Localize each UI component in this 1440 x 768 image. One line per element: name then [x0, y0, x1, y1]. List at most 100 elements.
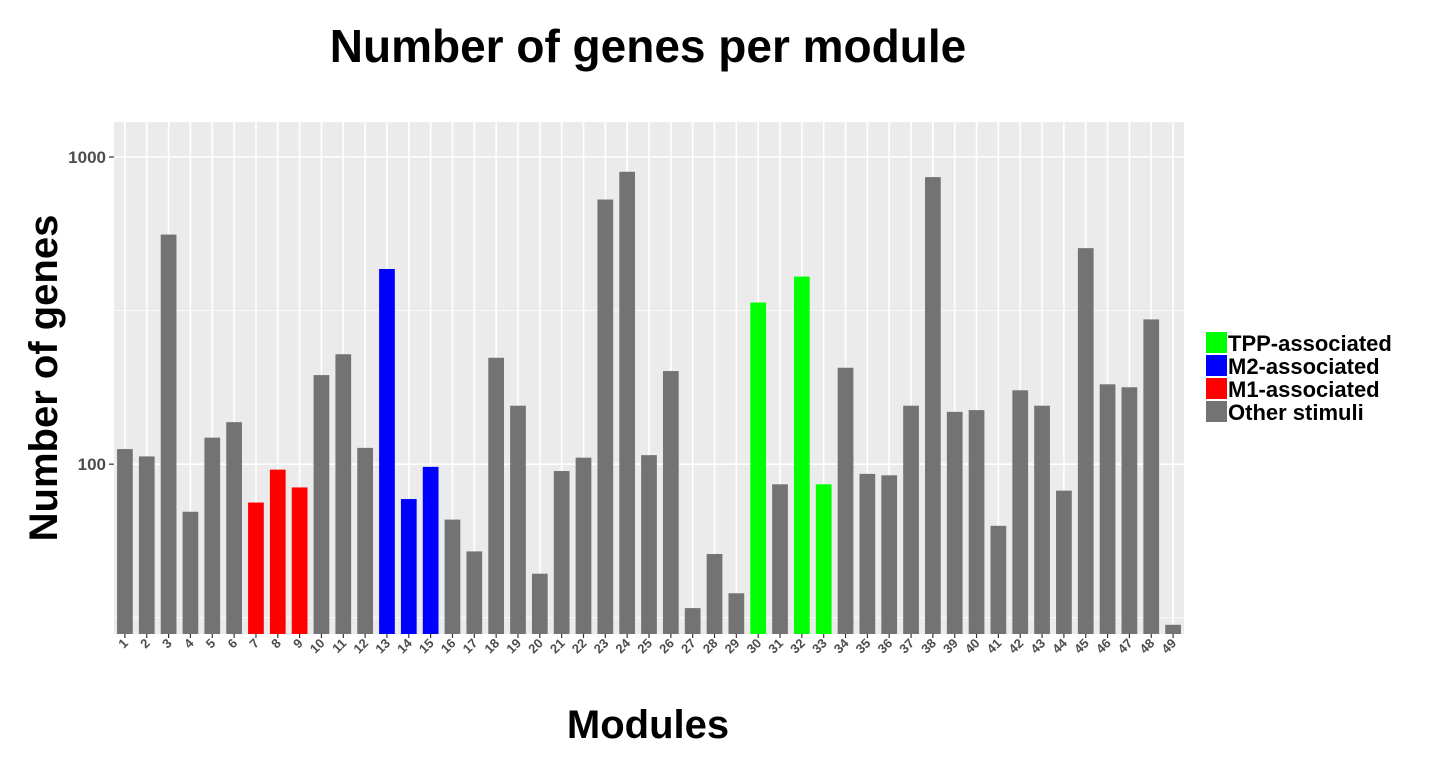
bar-module-26: [662, 371, 679, 634]
bar-module-27: [684, 608, 701, 634]
bar-module-14: [400, 499, 417, 634]
bar-module-1: [117, 449, 133, 634]
bar-module-7: [248, 502, 264, 634]
bar-module-42: [1012, 390, 1029, 634]
x-tick-label: 41: [984, 636, 1005, 657]
y-axis-title: Number of genes: [22, 215, 66, 542]
x-axis: 1 2 3 4 5 6 7 8 9 10 11 12 13 14 15 16 17 18 19 20 21 22 23 24 2…: [115, 634, 1179, 656]
x-tick-label: 10: [307, 636, 328, 657]
x-tick-label: 3: [159, 636, 175, 652]
legend-swatch: [1206, 378, 1227, 399]
bar-module-34: [837, 367, 854, 634]
x-tick-label: 32: [787, 636, 808, 657]
bar-module-5: [204, 437, 221, 634]
bar-module-2: [138, 456, 155, 634]
x-tick-label: 15: [416, 636, 437, 657]
bar-module-29: [728, 593, 745, 634]
bar-module-11: [335, 354, 352, 634]
x-tick-label: 28: [700, 636, 721, 657]
bar-module-23: [597, 199, 614, 635]
bar-module-9: [291, 487, 308, 634]
x-tick-label: 27: [678, 636, 699, 657]
bar-module-36: [881, 475, 898, 634]
bar-module-32: [793, 276, 810, 634]
bar-module-13: [379, 268, 395, 634]
x-tick-label: 35: [853, 636, 874, 657]
legend-swatch: [1206, 401, 1227, 422]
x-tick-label: 14: [394, 635, 415, 656]
x-tick-label: 45: [1071, 636, 1092, 657]
bar-module-15: [422, 466, 439, 634]
x-tick-label: 18: [481, 636, 502, 657]
x-tick-label: 17: [460, 636, 481, 657]
x-tick-label: 40: [962, 636, 983, 657]
chart-title: Number of genes per module: [330, 20, 966, 72]
bar-module-46: [1099, 384, 1116, 634]
bar-module-47: [1121, 387, 1138, 634]
bar-module-43: [1034, 405, 1050, 634]
bar-module-10: [313, 375, 330, 634]
x-tick-label: 36: [874, 636, 895, 657]
x-tick-label: 49: [1158, 636, 1179, 657]
x-tick-label: 38: [918, 636, 939, 657]
x-tick-label: 19: [503, 636, 524, 657]
y-axis: 100 1000: [68, 148, 114, 474]
x-tick-label: 12: [350, 636, 371, 657]
bar-module-39: [946, 411, 963, 634]
bar-module-45: [1077, 248, 1094, 634]
bar-module-20: [531, 573, 548, 634]
bar-module-41: [990, 525, 1007, 634]
bar-module-28: [706, 554, 723, 634]
bar-module-33: [815, 484, 832, 634]
x-tick-label: 23: [591, 636, 612, 657]
legend-swatch: [1206, 332, 1227, 353]
bar-module-19: [510, 405, 526, 634]
x-tick-label: 21: [547, 636, 568, 657]
bar-module-8: [269, 469, 286, 634]
x-tick-label: 31: [765, 636, 786, 657]
x-tick-label: 34: [831, 635, 852, 656]
bar-module-49: [1165, 624, 1181, 634]
x-tick-label: 26: [656, 636, 677, 657]
y-tick-label: 100: [78, 455, 106, 474]
x-tick-label: 33: [809, 636, 830, 657]
bar-module-22: [575, 457, 592, 634]
x-tick-label: 42: [1006, 636, 1027, 657]
x-tick-label: 24: [612, 635, 633, 656]
x-tick-label: 48: [1137, 636, 1158, 657]
bar-module-48: [1143, 319, 1160, 634]
legend-label: TPP-associated: [1228, 331, 1392, 356]
bar-module-44: [1056, 490, 1072, 634]
bar-module-35: [859, 473, 876, 634]
bar-module-6: [226, 422, 242, 634]
x-tick-label: 11: [329, 636, 349, 656]
bar-module-31: [772, 484, 788, 634]
x-tick-label: 9: [290, 636, 306, 652]
x-tick-label: 29: [722, 636, 743, 657]
x-tick-label: 5: [203, 636, 219, 652]
bar-module-21: [553, 471, 570, 634]
x-tick-label: 30: [743, 636, 764, 657]
bar-module-12: [357, 447, 373, 634]
y-tick-label: 1000: [68, 148, 106, 167]
legend-label: M1-associated: [1228, 377, 1380, 402]
x-tick-label: 37: [896, 636, 917, 657]
bars: [117, 171, 1181, 635]
x-tick-label: 43: [1027, 636, 1048, 657]
legend-swatch: [1206, 355, 1227, 376]
x-tick-label: 16: [438, 636, 459, 657]
bar-module-24: [619, 171, 636, 635]
x-tick-label: 6: [225, 636, 241, 652]
x-tick-label: 22: [569, 636, 590, 657]
x-tick-label: 7: [246, 636, 262, 652]
bar-module-18: [488, 357, 505, 634]
bar-module-30: [750, 302, 767, 634]
bar-module-16: [444, 519, 461, 634]
x-tick-label: 13: [372, 636, 393, 657]
x-tick-label: 39: [940, 636, 961, 657]
legend-label: M2-associated: [1228, 354, 1380, 379]
legend-label: Other stimuli: [1228, 400, 1364, 425]
x-tick-label: 8: [268, 636, 284, 652]
x-tick-label: 47: [1115, 636, 1136, 657]
